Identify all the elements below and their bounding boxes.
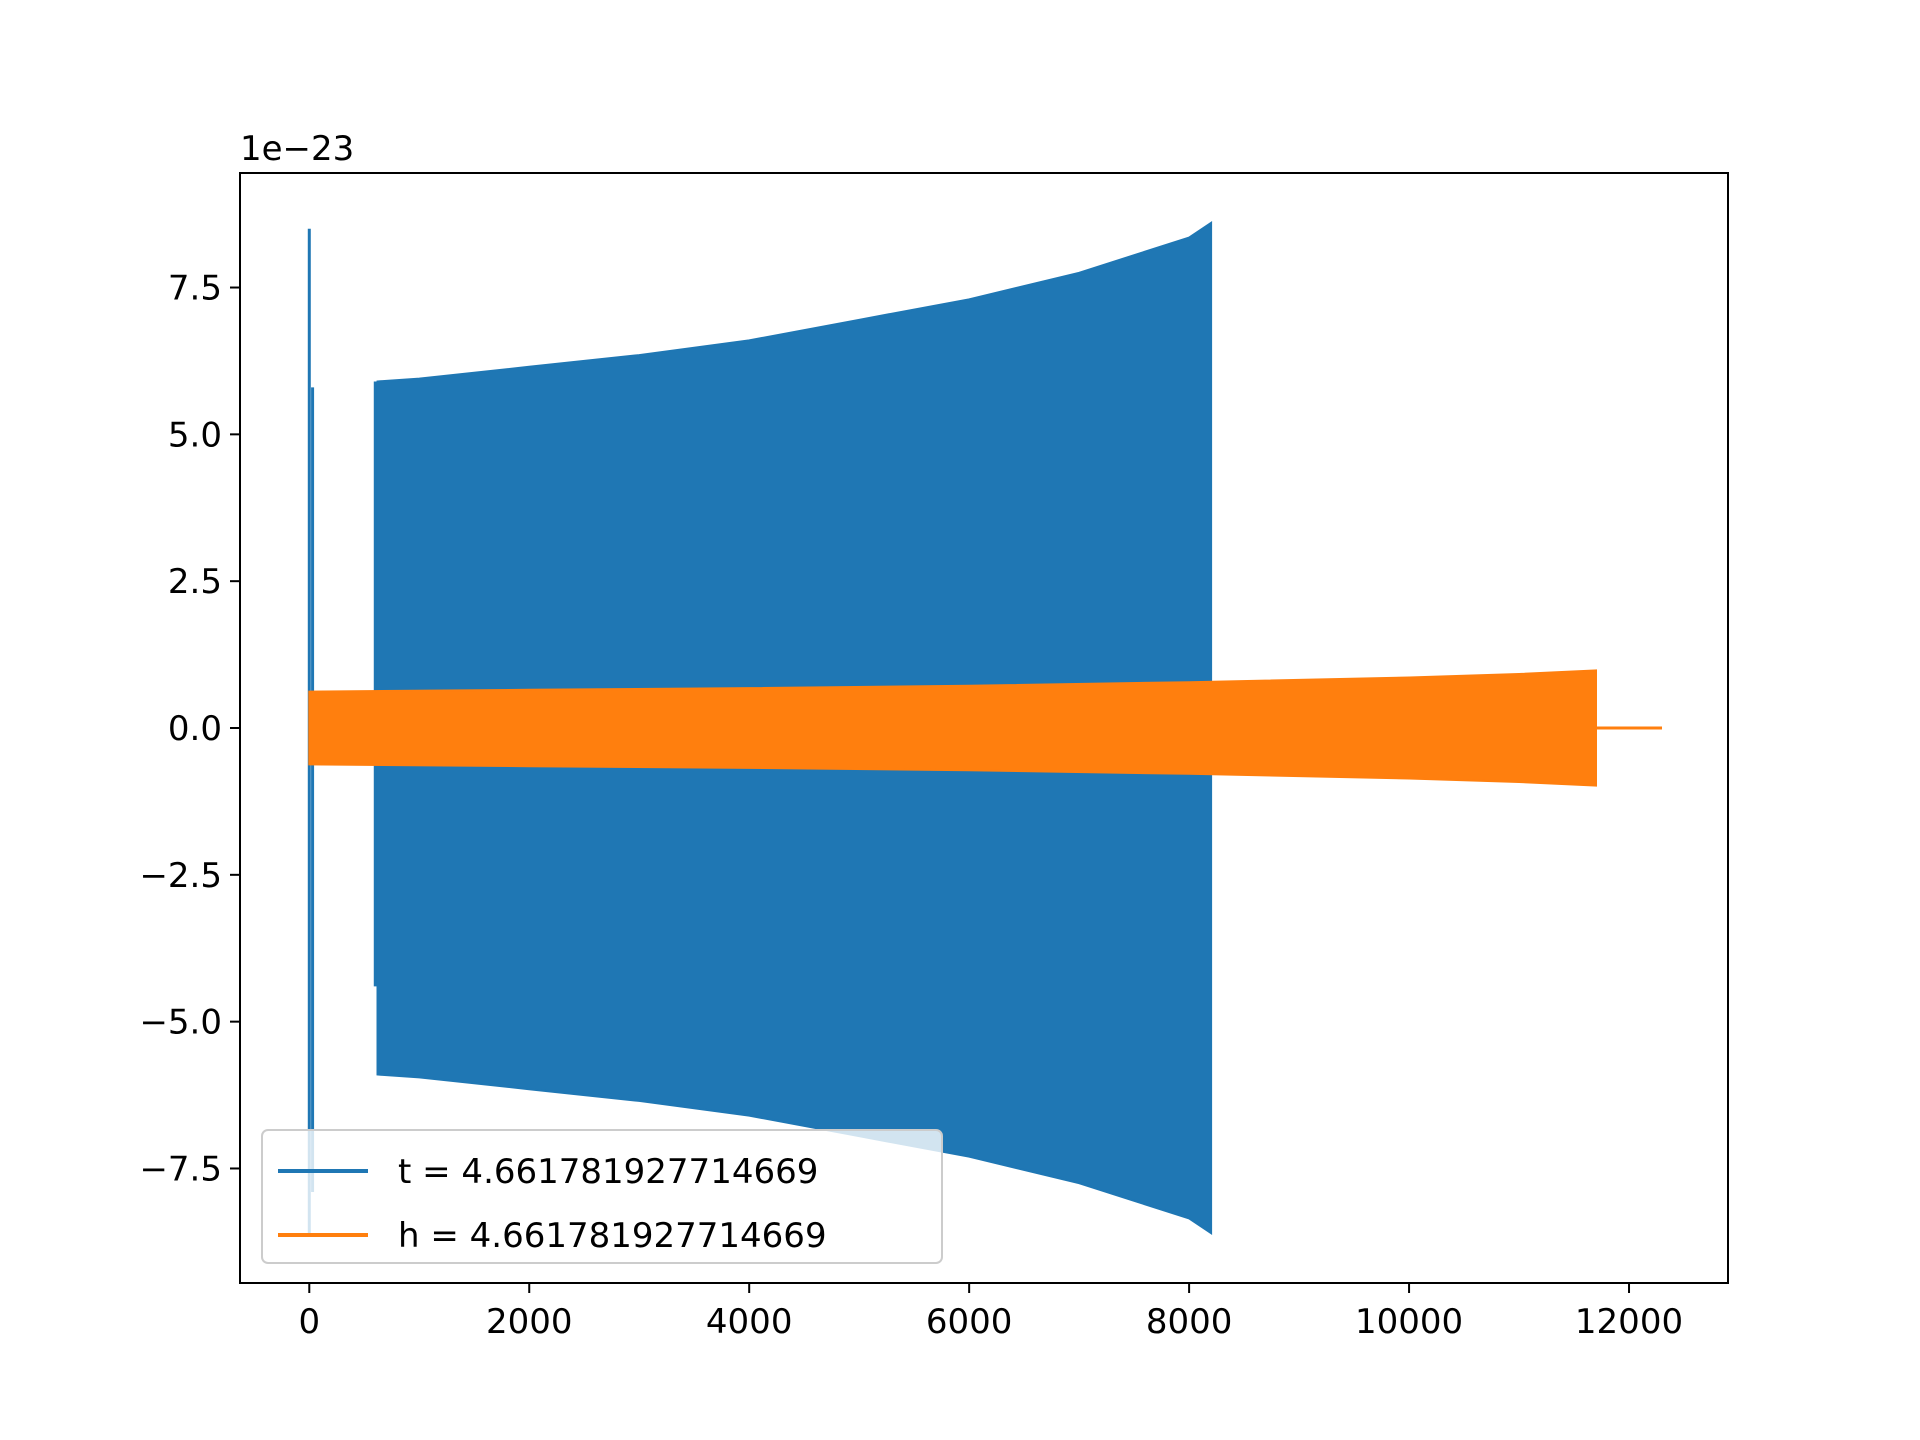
x-tick-label: 8000 (1146, 1302, 1233, 1342)
y-tick-label: −2.5 (139, 856, 222, 896)
series-2 (308, 669, 1663, 787)
x-tick-label: 12000 (1575, 1302, 1683, 1342)
y-axis: −7.5 −5.0 −2.5 0.0 2.5 5.0 7.5 (139, 269, 240, 1189)
plot-area (307, 221, 1663, 1235)
y-tick-label: 2.5 (168, 562, 222, 602)
legend-entry-2: h = 4.661781927714669 (398, 1216, 827, 1256)
x-tick-label: 6000 (926, 1302, 1013, 1342)
x-tick-label: 0 (298, 1302, 320, 1342)
x-tick-label: 10000 (1355, 1302, 1463, 1342)
y-tick-label: 0.0 (168, 709, 222, 749)
legend-box (261, 1129, 943, 1264)
x-axis: 0 2000 4000 6000 8000 10000 12000 (298, 1283, 1683, 1342)
x-tick-label: 4000 (706, 1302, 793, 1342)
y-tick-label: 7.5 (168, 269, 222, 309)
legend-entry-1: t = 4.661781927714669 (398, 1152, 818, 1192)
y-tick-label: 5.0 (168, 415, 222, 455)
legend: t = 4.661781927714669 h = 4.6617819277146… (261, 1129, 943, 1264)
series-2-band (308, 669, 1597, 787)
y-tick-label: −7.5 (139, 1149, 222, 1189)
y-tick-label: −5.0 (139, 1003, 222, 1043)
y-scale-offset-label: 1e−23 (240, 129, 354, 169)
x-tick-label: 2000 (486, 1302, 573, 1342)
